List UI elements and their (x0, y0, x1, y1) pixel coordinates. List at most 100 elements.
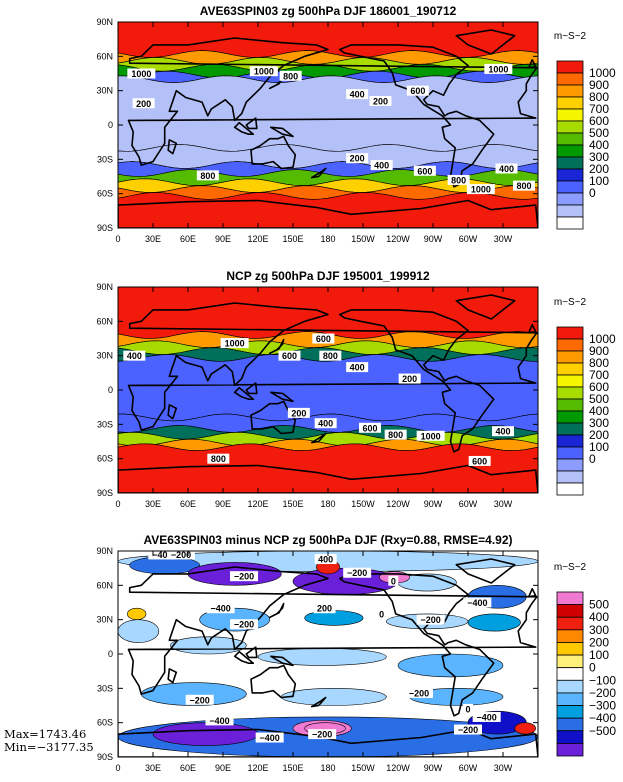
y-tick-label: 90S (97, 488, 113, 498)
contour-label: −200 (171, 550, 191, 560)
contour-label: 600 (282, 351, 297, 361)
coastline (118, 728, 538, 757)
contour-label-box (314, 554, 337, 565)
y-tick-label: 90N (96, 282, 113, 292)
contour-label-box (359, 422, 381, 433)
contour-label: 400 (350, 363, 365, 373)
contour-label: 400 (127, 351, 142, 361)
colorbar-box (556, 192, 584, 206)
contour-label-box (472, 711, 501, 722)
x-tick-label: 180 (320, 499, 335, 509)
colorbar-label: −100 (589, 673, 616, 687)
colorbar-label: 100 (589, 648, 609, 662)
contour-label-box (463, 597, 492, 608)
contour-label-box (319, 350, 342, 361)
contour-label: 800 (388, 430, 403, 440)
filled-contour-region (467, 613, 521, 632)
y-tick-label: 30N (96, 351, 113, 361)
colorbar-label: 1000 (589, 332, 616, 346)
y-tick-label: 0 (108, 120, 113, 130)
filled-contour-region (127, 607, 147, 620)
coastline (270, 391, 294, 403)
y-tick-label: 60N (96, 580, 113, 590)
coastline (118, 464, 538, 493)
y-tick-label: 90N (96, 17, 113, 27)
filled-contour-region (118, 619, 160, 643)
contour-label: −200 (347, 568, 367, 578)
coastline (310, 696, 327, 708)
x-tick-label: 60E (180, 763, 196, 773)
y-tick-label: 30S (97, 154, 113, 164)
coastline (233, 650, 255, 664)
contour-label: 800 (200, 171, 215, 181)
x-tick-label: 180 (320, 763, 335, 773)
colorbar-label: −400 (589, 711, 616, 725)
x-tick-label: 120W (386, 763, 410, 773)
contour-label-box (220, 338, 249, 349)
contour-label-box (207, 453, 230, 464)
colorbar-box (556, 422, 584, 436)
y-tick-label: 90S (97, 223, 113, 233)
contour-label: 1000 (254, 67, 274, 77)
coastline (455, 29, 516, 55)
coastline (233, 386, 255, 400)
colorbar-box (556, 629, 584, 643)
contour-label: 400 (374, 161, 389, 171)
colorbar-label: 600 (589, 114, 609, 128)
x-tick-label: 150E (282, 234, 303, 244)
colorbar-box (556, 156, 584, 170)
y-tick-label: 90N (96, 546, 113, 556)
max-value-label: Max=1743.46 (4, 727, 87, 741)
contour-label-box (123, 350, 146, 361)
x-tick-label: 0 (115, 763, 120, 773)
coastline (167, 668, 178, 684)
colorbar-box (556, 446, 584, 460)
filled-contour-region (281, 688, 387, 706)
contour-label-box (249, 66, 278, 77)
coastline (310, 432, 327, 444)
filled-contour-band (118, 354, 538, 422)
contour-label-box (287, 407, 310, 418)
contour-label: 400 (495, 427, 510, 437)
colorbar-box (556, 591, 584, 606)
panel-title: AVE63SPIN03 minus NCP zg 500hPa DJF (Rxy… (143, 533, 512, 547)
contour-label-box (384, 429, 407, 440)
contour-label: 400 (318, 419, 333, 429)
coastline (455, 558, 516, 584)
colorbar-box (556, 362, 584, 376)
colorbar-box (556, 410, 584, 424)
colorbar-box (556, 338, 584, 352)
colorbar-box (556, 616, 584, 631)
x-tick-label: 30W (494, 763, 513, 773)
colorbar-box (556, 84, 584, 98)
x-tick-label: 150E (282, 499, 303, 509)
colorbar-box (556, 470, 584, 484)
contour-label: 1000 (421, 431, 441, 441)
colorbar-box (556, 108, 584, 122)
coastline (245, 382, 258, 395)
y-tick-label: 30N (96, 86, 113, 96)
x-tick-label: 90E (215, 234, 231, 244)
x-tick-label: 90W (424, 234, 443, 244)
y-tick-label: 30S (97, 419, 113, 429)
colorbar-box (556, 458, 584, 472)
coastline (455, 294, 516, 320)
contour-label: 200 (317, 604, 332, 614)
colorbar-label: 200 (589, 428, 609, 442)
colorbar-label: 100 (589, 174, 609, 188)
contour-label-box (314, 418, 337, 429)
colorbar-label: 900 (589, 78, 609, 92)
contour-label: 400 (350, 90, 365, 100)
x-tick-label: 150E (282, 763, 303, 773)
colorbar-box (556, 204, 584, 218)
x-tick-label: 90W (424, 499, 443, 509)
coastline (270, 126, 294, 138)
coastline (250, 664, 297, 699)
x-tick-label: 120W (386, 234, 410, 244)
contour-label-box (454, 724, 482, 735)
colorbar-box (556, 180, 584, 194)
x-tick-label: 150W (351, 499, 375, 509)
colorbar-box (556, 717, 584, 732)
